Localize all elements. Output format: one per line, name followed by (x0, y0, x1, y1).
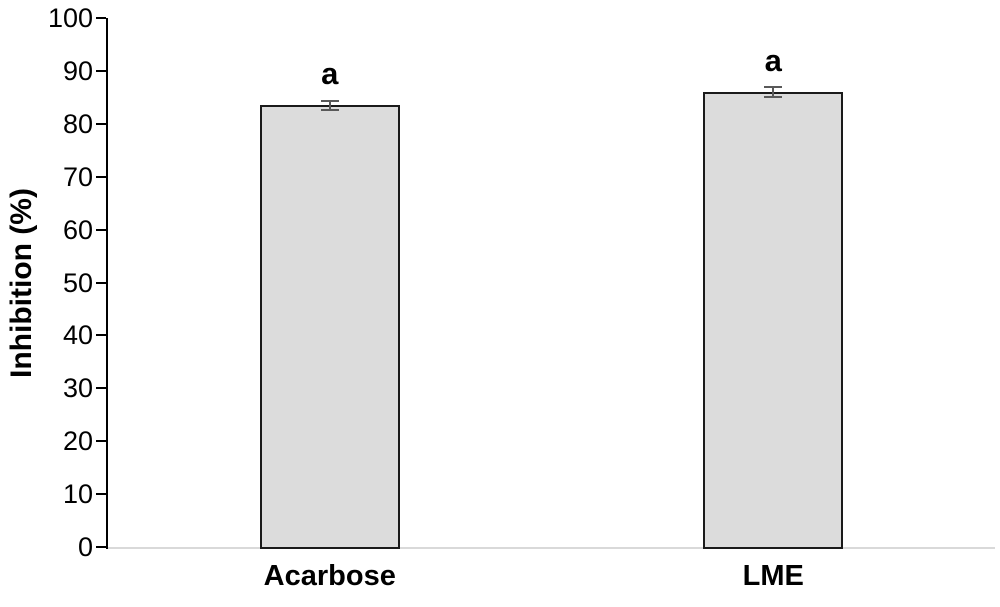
y-tick (96, 175, 106, 178)
y-tick (96, 228, 106, 231)
y-tick (96, 281, 106, 284)
y-tick-label: 100 (47, 3, 93, 33)
y-axis-line (106, 18, 108, 549)
y-tick-label: 40 (62, 320, 93, 351)
significance-label: a (321, 56, 339, 92)
y-tick-label: 10 (62, 479, 93, 510)
y-tick (96, 334, 106, 337)
error-bar-cap-bottom (320, 109, 339, 112)
error-bar-line (328, 100, 331, 111)
y-tick-label: 80 (62, 108, 93, 139)
y-tick (96, 546, 106, 548)
y-tick (96, 387, 106, 390)
category-label: LME (742, 560, 804, 592)
y-tick-label: 60 (62, 214, 93, 245)
bar (703, 92, 844, 549)
x-axis-line (108, 547, 995, 549)
y-tick (96, 17, 106, 19)
y-tick-label: 30 (62, 373, 93, 404)
y-tick-label: 0 (77, 532, 93, 562)
y-tick (96, 122, 106, 125)
y-tick (96, 69, 106, 72)
error-bar-cap-bottom (764, 96, 783, 99)
error-bar-line (772, 86, 775, 98)
category-label: Acarbose (263, 560, 396, 592)
significance-label: a (764, 43, 782, 79)
y-tick-label: 90 (62, 55, 93, 86)
error-bar-cap-top (320, 99, 339, 102)
y-tick (96, 440, 106, 443)
bar (259, 105, 400, 549)
y-tick-label: 50 (62, 267, 93, 298)
y-tick-label: 70 (62, 161, 93, 192)
error-bar-cap-top (764, 85, 783, 88)
y-tick-label: 20 (62, 426, 93, 457)
y-tick (96, 493, 106, 496)
